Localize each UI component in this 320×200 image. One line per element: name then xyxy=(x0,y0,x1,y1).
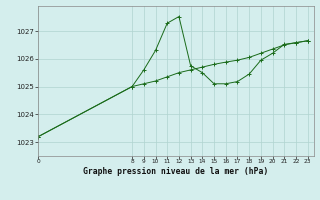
X-axis label: Graphe pression niveau de la mer (hPa): Graphe pression niveau de la mer (hPa) xyxy=(84,167,268,176)
